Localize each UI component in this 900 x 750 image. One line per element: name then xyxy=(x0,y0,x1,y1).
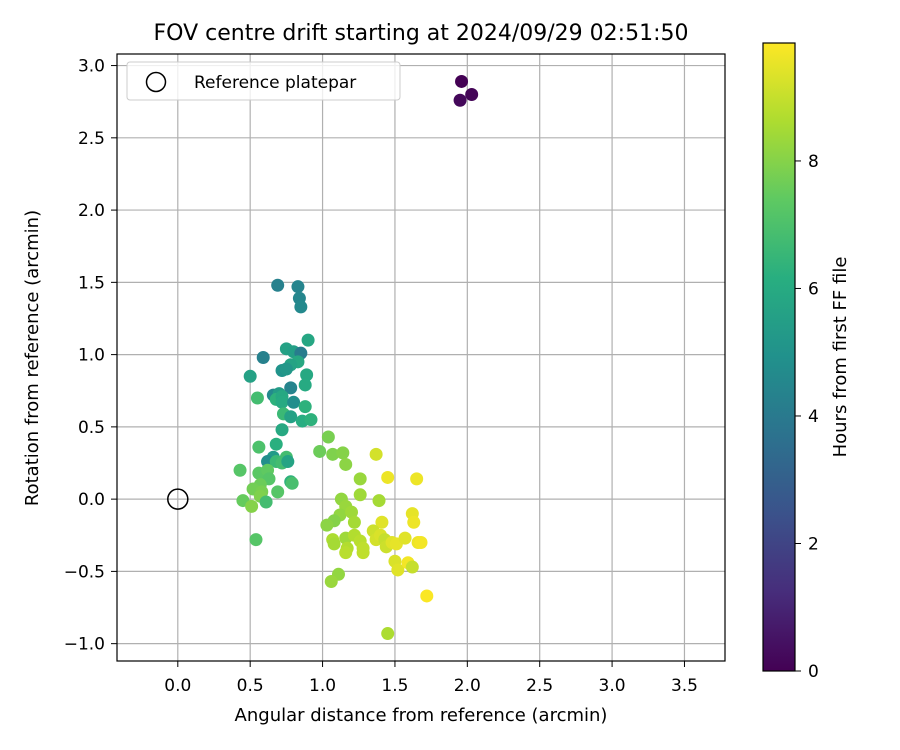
data-point xyxy=(405,560,419,574)
plot-frame xyxy=(116,53,726,662)
data-point xyxy=(420,589,434,603)
x-tick-label: 3.5 xyxy=(671,676,698,696)
data-point xyxy=(356,546,370,560)
y-tick-label: −0.5 xyxy=(64,562,105,582)
data-point xyxy=(410,472,424,486)
data-point xyxy=(233,463,247,477)
data-point xyxy=(304,413,318,427)
legend-reference-marker xyxy=(145,71,167,93)
y-tick-label: 3.0 xyxy=(78,57,105,77)
colorbar-tick-label: 0 xyxy=(808,662,819,682)
data-point xyxy=(313,444,327,458)
data-point xyxy=(279,362,293,376)
colorbar-tick-label: 8 xyxy=(808,152,819,172)
colorbar-tick-label: 4 xyxy=(808,407,819,427)
data-point xyxy=(271,485,285,499)
data-point xyxy=(287,395,301,409)
reference-group xyxy=(167,488,189,510)
data-point xyxy=(281,455,295,469)
data-point xyxy=(465,87,479,101)
y-axis-ticks: −1.0 −0.5 0.0 0.5 1.0 1.5 2.0 2.5 3.0 xyxy=(64,57,117,655)
data-point xyxy=(453,93,467,107)
x-tick-label: 3.0 xyxy=(599,676,626,696)
data-point xyxy=(320,518,334,532)
y-tick-label: 1.0 xyxy=(78,346,105,366)
grid xyxy=(117,54,725,661)
y-tick-label: −1.0 xyxy=(64,635,105,655)
data-point xyxy=(259,495,273,509)
data-point xyxy=(284,381,298,395)
legend-reference-label: Reference platepar xyxy=(194,73,356,93)
x-axis-label: Angular distance from reference (arcmin) xyxy=(235,705,608,726)
y-tick-label: 1.5 xyxy=(78,273,105,293)
data-point xyxy=(275,395,289,409)
data-point xyxy=(284,410,298,424)
data-point xyxy=(339,546,353,560)
chart-title: FOV centre drift starting at 2024/09/29 … xyxy=(154,21,689,46)
data-point xyxy=(294,300,308,314)
legend: Reference platepar xyxy=(126,61,401,101)
data-point xyxy=(336,446,350,460)
data-point xyxy=(298,400,312,414)
x-axis-ticks: 0.0 0.5 1.0 1.5 2.0 2.5 3.0 3.5 xyxy=(164,661,698,696)
y-tick-label: 2.5 xyxy=(78,129,105,149)
x-tick-label: 1.0 xyxy=(309,676,336,696)
scatter-points xyxy=(233,74,479,641)
data-point xyxy=(301,333,315,347)
colorbar: 0 2 4 6 8 Hours from first FF file xyxy=(762,42,851,682)
data-point xyxy=(381,470,395,484)
data-point xyxy=(353,488,367,502)
data-point xyxy=(271,278,285,292)
y-axis-label: Rotation from reference (arcmin) xyxy=(22,210,43,506)
data-point xyxy=(256,351,270,364)
colorbar-ticks: 0 2 4 6 8 xyxy=(795,152,819,682)
y-tick-label: 2.0 xyxy=(78,201,105,221)
data-point xyxy=(249,533,263,547)
data-point xyxy=(455,74,469,88)
data-point xyxy=(347,515,361,529)
data-point xyxy=(269,437,283,451)
data-point xyxy=(300,368,314,382)
data-point xyxy=(375,515,389,529)
data-point xyxy=(369,447,383,461)
data-point xyxy=(275,423,289,437)
y-tick-label: 0.5 xyxy=(78,418,105,438)
x-tick-label: 0.0 xyxy=(164,676,191,696)
data-point xyxy=(372,494,386,508)
y-tick-label: 0.0 xyxy=(78,490,105,510)
data-point xyxy=(326,447,340,461)
x-tick-label: 2.5 xyxy=(526,676,553,696)
reference-marker xyxy=(167,488,189,510)
data-point xyxy=(298,378,312,392)
colorbar-tick-label: 6 xyxy=(808,279,819,299)
legend-box xyxy=(126,61,401,101)
data-point xyxy=(321,430,335,444)
data-point xyxy=(381,627,395,641)
x-tick-label: 2.0 xyxy=(454,676,481,696)
data-point xyxy=(339,457,353,471)
data-point xyxy=(250,391,264,405)
data-point xyxy=(324,575,338,589)
colorbar-label: Hours from first FF file xyxy=(830,257,851,458)
data-point xyxy=(345,505,359,519)
colorbar-tick-label: 2 xyxy=(808,534,819,554)
data-point xyxy=(398,531,412,545)
data-point xyxy=(245,499,259,513)
data-point xyxy=(243,369,257,383)
x-tick-label: 1.5 xyxy=(381,676,408,696)
data-point xyxy=(327,537,341,551)
data-point xyxy=(291,280,305,294)
data-point xyxy=(252,440,266,454)
data-point xyxy=(407,515,421,529)
data-point xyxy=(353,472,367,486)
data-point xyxy=(285,476,299,490)
colorbar-gradient xyxy=(762,42,796,672)
x-tick-label: 0.5 xyxy=(237,676,264,696)
data-point xyxy=(391,563,405,577)
data-point xyxy=(414,535,428,549)
